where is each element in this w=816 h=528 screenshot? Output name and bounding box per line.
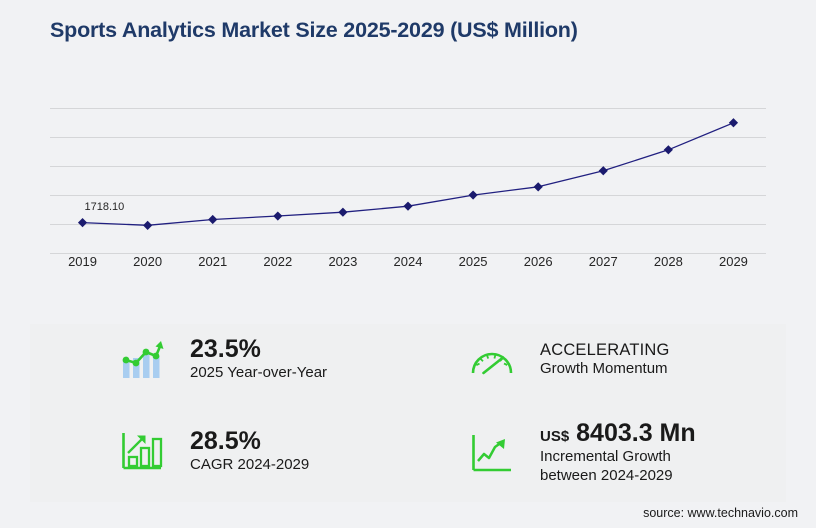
source-note: source: www.technavio.com <box>643 506 798 520</box>
data-point-marker <box>533 182 543 192</box>
data-point-marker <box>663 145 673 155</box>
gridline <box>50 253 766 254</box>
x-axis-tick-label: 2027 <box>588 254 618 269</box>
stat-value: US$ 8403.3 Mn <box>540 420 696 447</box>
stat-label: Growth Momentum <box>540 360 668 378</box>
chart-plot-area: 1718.10 <box>50 108 766 254</box>
stat-year-over-year: 23.5% 2025 Year-over-Year <box>120 336 327 382</box>
series-markers <box>77 118 739 230</box>
data-point-marker <box>143 220 153 230</box>
stat-amount: 8403.3 Mn <box>576 419 696 447</box>
data-point-marker <box>598 166 608 176</box>
speedometer-icon <box>470 338 514 382</box>
x-axis-tick-label: 2021 <box>198 254 228 269</box>
stat-value: 23.5% <box>190 335 261 363</box>
x-axis-tick-label: 2029 <box>718 254 748 269</box>
stat-text-group: 23.5% 2025 Year-over-Year <box>190 336 327 382</box>
x-axis-tick-label: 2028 <box>653 254 683 269</box>
x-axis-labels: 2019 2020 2021 2022 2023 2024 2025 2026 2027 2028… <box>50 254 766 278</box>
gridline <box>50 195 766 196</box>
stat-cagr: 28.5% CAGR 2024-2029 <box>120 428 309 474</box>
stat-label-line2: between 2024-2029 <box>540 467 673 485</box>
line-chart: 1718.10 2019 2020 2021 2022 2023 2024 2025 2026… <box>0 92 816 282</box>
x-axis-tick-label: 2024 <box>393 254 423 269</box>
x-axis-tick-label: 2020 <box>133 254 163 269</box>
data-point-marker <box>403 201 413 211</box>
stat-text-group: US$ 8403.3 Mn Incremental Growth between… <box>540 420 696 485</box>
stat-value: ACCELERATING <box>540 340 670 359</box>
stat-label: 2025 Year-over-Year <box>190 364 328 381</box>
stat-growth-momentum: ACCELERATING Growth Momentum <box>470 338 670 382</box>
stats-panel: 23.5% 2025 Year-over-Year ACCELERATING <box>30 324 786 502</box>
gridline <box>50 137 766 138</box>
data-point-marker <box>338 207 348 217</box>
first-point-data-label: 1718.10 <box>84 200 125 213</box>
x-axis-tick-label: 2019 <box>68 254 97 269</box>
gridline <box>50 166 766 167</box>
data-point-marker <box>208 214 218 225</box>
gridline <box>50 108 766 109</box>
line-chart-arrow-icon <box>470 431 514 475</box>
data-point-marker <box>468 190 478 200</box>
stat-text-group: ACCELERATING Growth Momentum <box>540 340 670 379</box>
stat-label: CAGR 2024-2029 <box>190 456 310 473</box>
bar-chart-growth-icon <box>120 337 164 381</box>
x-axis-tick-label: 2025 <box>458 254 488 269</box>
stat-label-line1: Incremental Growth <box>540 448 671 465</box>
page-title: Sports Analytics Market Size 2025-2029 (… <box>50 18 578 42</box>
chart-series-svg <box>77 118 739 230</box>
stat-incremental-growth: US$ 8403.3 Mn Incremental Growth between… <box>470 420 696 485</box>
data-point-marker <box>728 118 739 128</box>
stat-value: 28.5% <box>190 427 261 455</box>
gridline <box>50 224 766 225</box>
stat-text-group: 28.5% CAGR 2024-2029 <box>190 428 309 474</box>
x-axis-tick-label: 2026 <box>523 254 553 269</box>
currency-unit: US$ <box>540 428 570 445</box>
x-axis-tick-label: 2023 <box>328 254 358 269</box>
x-axis-tick-label: 2022 <box>263 254 293 269</box>
data-point-marker <box>273 211 283 221</box>
data-point-marker <box>77 218 88 228</box>
bar-chart-arrow-icon <box>120 429 164 473</box>
